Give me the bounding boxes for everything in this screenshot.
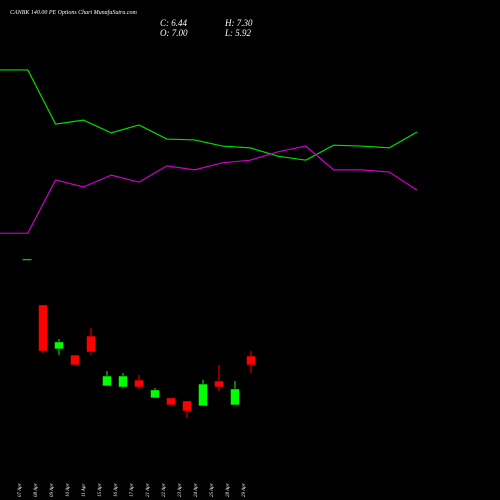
x-tick-label: 15 Apr	[98, 483, 103, 497]
x-tick-label: 16 Apr	[114, 483, 119, 497]
x-tick-label: 23 Apr	[178, 483, 183, 497]
open-label: O: 7.00	[160, 28, 188, 38]
candle-body	[134, 379, 144, 388]
high-label: H: 7.30	[224, 18, 253, 28]
candle-body	[86, 335, 96, 353]
x-tick-label: 22 Apr	[162, 483, 167, 497]
candle-body	[246, 355, 256, 366]
chart-title: CANBK 140.00 PE Options Chart MunafaSutr…	[10, 9, 138, 16]
x-tick-label: 25 Apr	[210, 483, 215, 497]
candle-body	[102, 375, 112, 387]
candle-body	[214, 380, 224, 388]
x-tick-label: 08 Apr	[34, 483, 39, 497]
x-tick-label: 17 Apr	[130, 483, 135, 497]
candle-body	[22, 259, 32, 261]
x-tick-label: 10 Apr	[66, 483, 71, 497]
x-tick-label: 21 Apr	[146, 483, 151, 497]
indicator-line	[0, 145, 418, 234]
candle-body	[54, 341, 64, 350]
candle-body	[230, 388, 240, 406]
x-tick-label: 24 Apr	[194, 483, 199, 497]
x-tick-label: 07 Apr	[18, 483, 23, 497]
candle-body	[182, 400, 192, 412]
x-tick-label: 11 Apr	[82, 484, 87, 497]
x-tick-label: 29 Apr	[242, 483, 247, 497]
candle-body	[38, 304, 48, 352]
candle-body	[70, 354, 80, 366]
close-label: C: 6.44	[160, 18, 188, 28]
indicator-line	[0, 69, 418, 161]
candle-body	[150, 389, 160, 399]
candle-body	[118, 375, 128, 388]
candle-body	[198, 383, 208, 407]
candle-body	[166, 397, 176, 406]
x-tick-label: 28 Apr	[226, 483, 231, 497]
x-tick-label: 09 Apr	[50, 483, 55, 497]
low-label: L: 5.92	[224, 28, 252, 38]
